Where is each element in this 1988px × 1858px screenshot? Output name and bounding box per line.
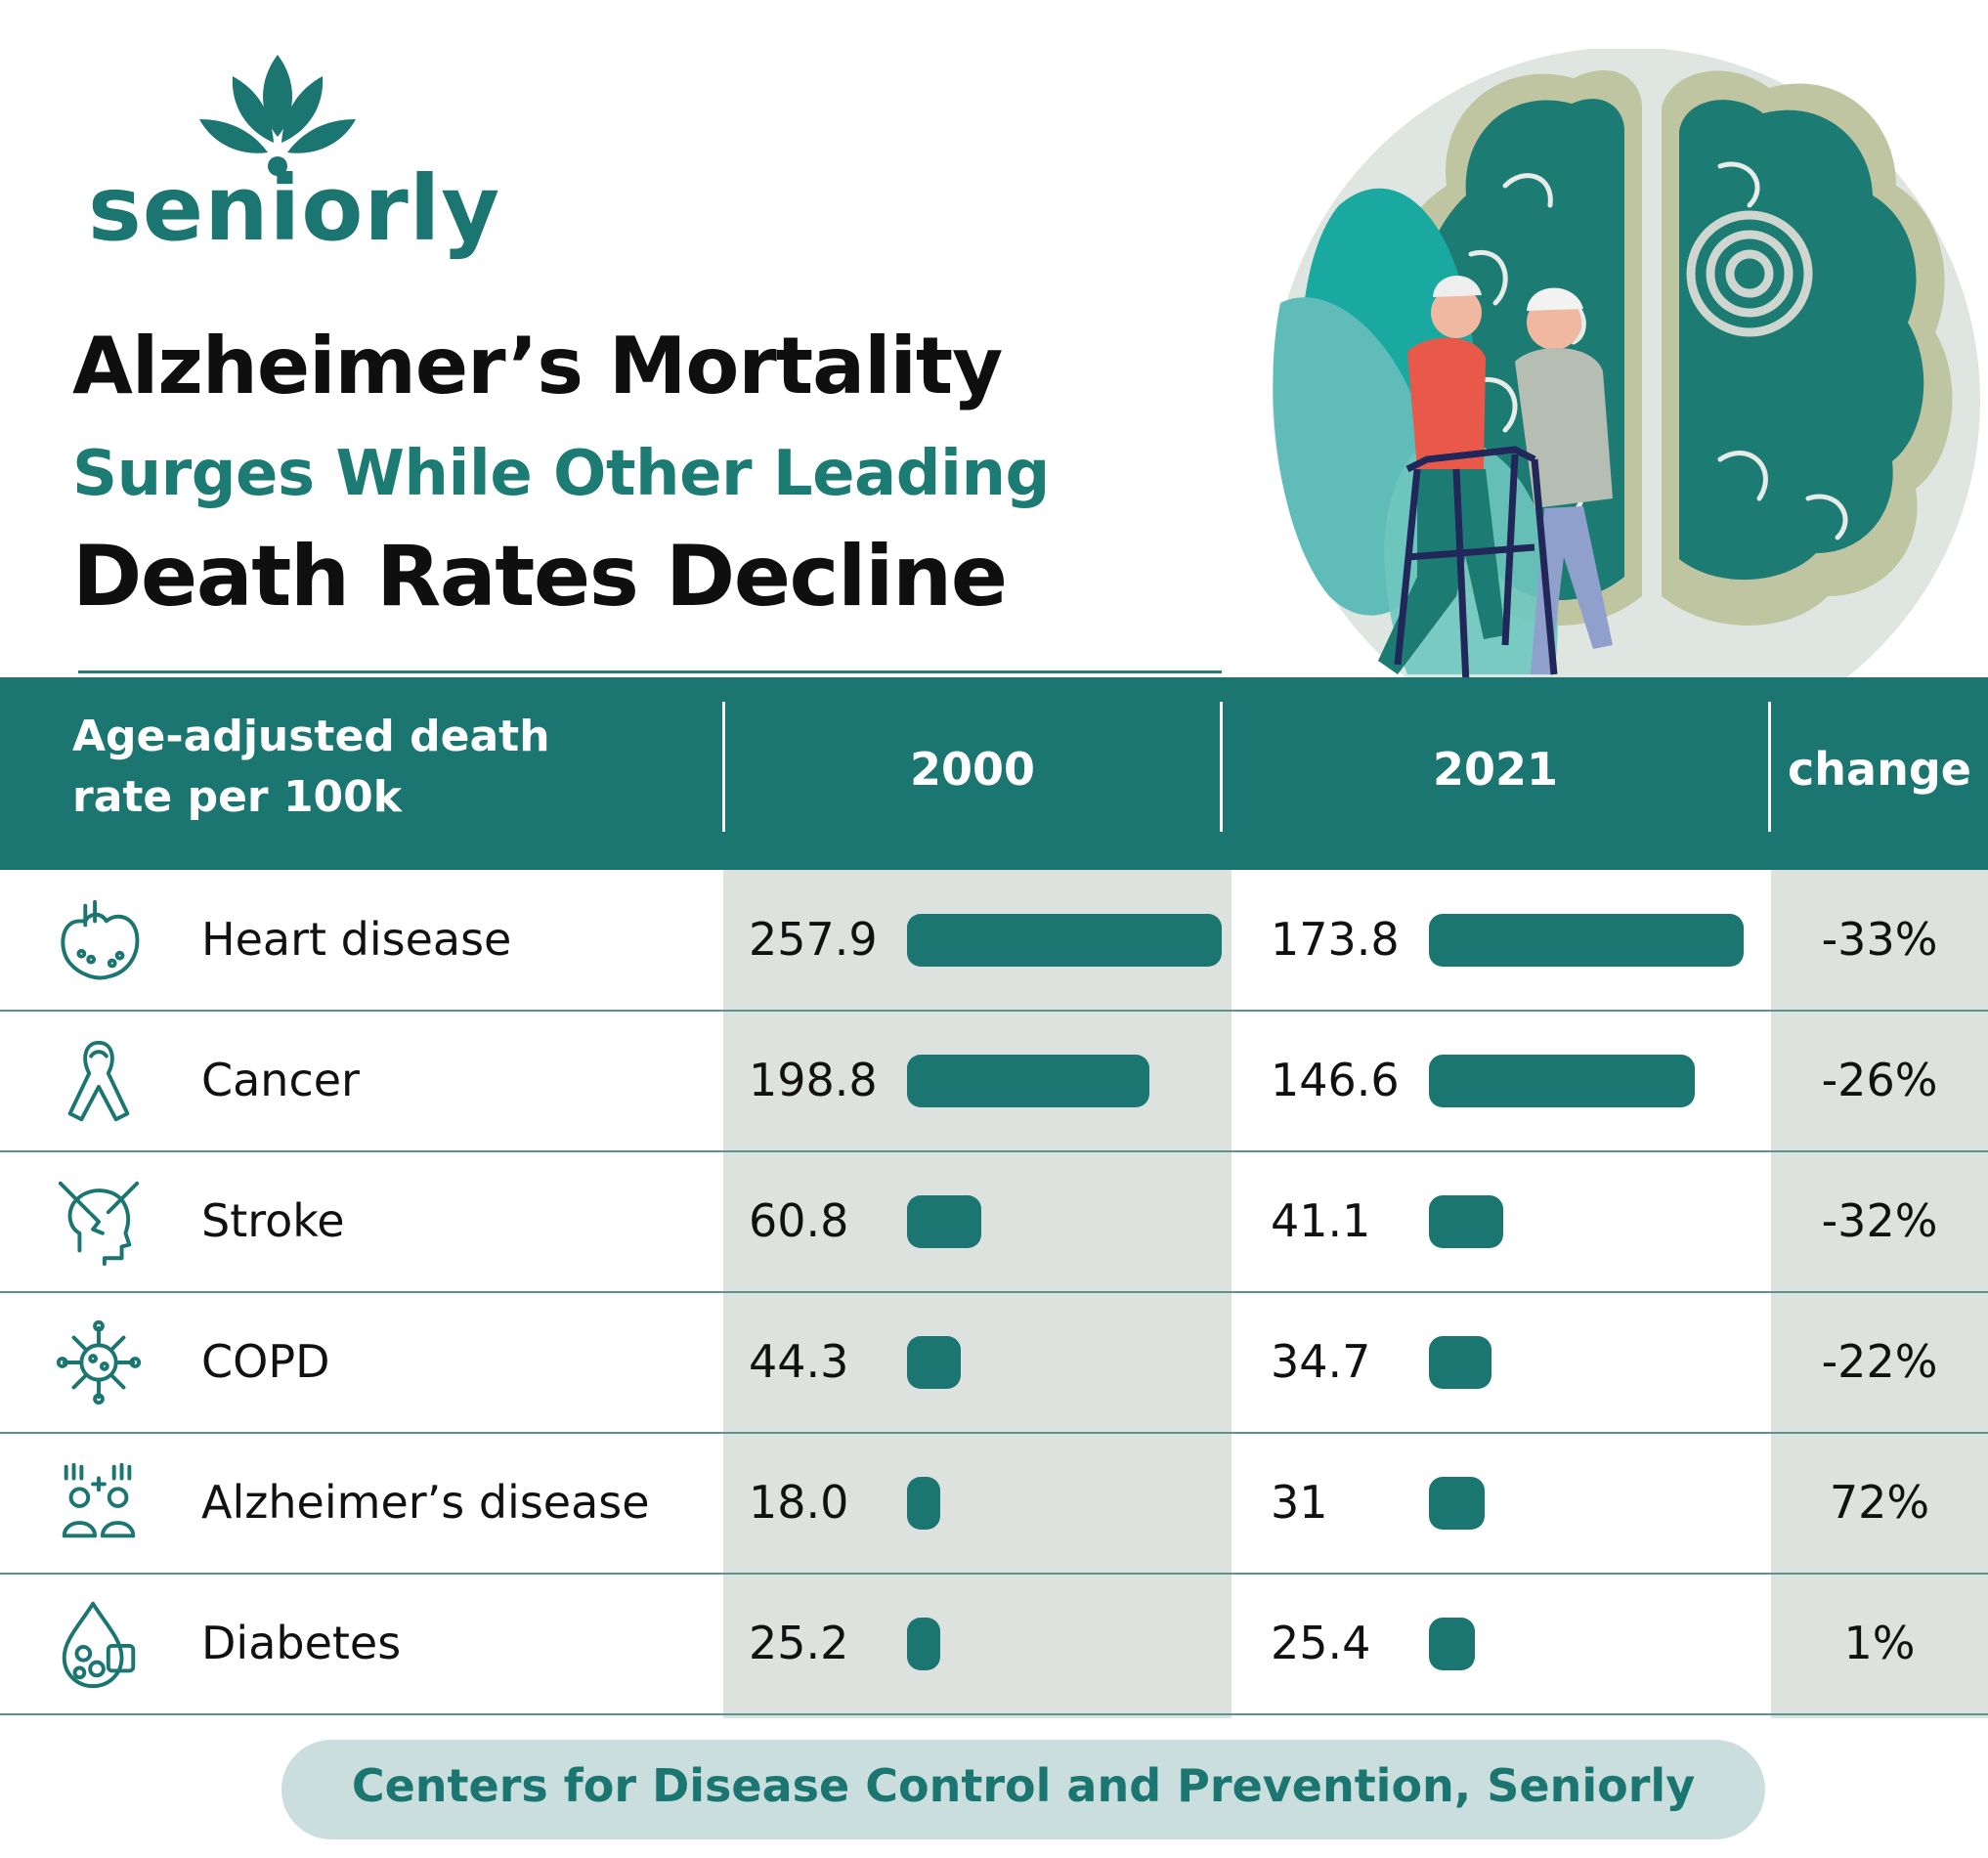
column-shade-change — [1771, 870, 1988, 1718]
header-year-2021: 2021 — [1432, 743, 1559, 796]
value-2000-label: 60.8 — [749, 1194, 849, 1247]
header-change: change — [1788, 743, 1971, 796]
bar-2021 — [1429, 1336, 1492, 1389]
virus-icon — [56, 1319, 142, 1405]
bar-2021 — [1429, 1055, 1695, 1107]
change-label: -32% — [1821, 1194, 1938, 1247]
row-divider — [0, 1150, 1988, 1152]
header-divider — [722, 702, 725, 832]
value-2021-label: 31 — [1271, 1476, 1328, 1529]
column-shade-2000 — [723, 870, 1232, 1718]
table-header-band — [0, 677, 1988, 870]
title-line-2: Surges While Other Leading — [72, 438, 1050, 510]
value-2021-label: 25.4 — [1271, 1617, 1371, 1669]
row-category-label: Diabetes — [201, 1617, 402, 1669]
change-label: 1% — [1843, 1617, 1916, 1669]
title-line-1: Alzheimer’s Mortality — [72, 321, 1003, 411]
people-icon — [62, 1462, 136, 1538]
source-text: Centers for Disease Control and Preventi… — [351, 1759, 1696, 1812]
value-2000-label: 198.8 — [749, 1054, 878, 1106]
bar-2000 — [907, 1477, 940, 1530]
row-category-label: Heart disease — [201, 913, 512, 966]
bar-2021 — [1429, 1195, 1504, 1248]
bar-2000 — [907, 1618, 940, 1670]
stroke-head-icon — [58, 1181, 140, 1267]
change-label: -26% — [1821, 1054, 1938, 1106]
change-label: 72% — [1829, 1476, 1930, 1529]
bar-2000 — [907, 1055, 1150, 1107]
value-2021-label: 41.1 — [1271, 1194, 1371, 1247]
change-label: -22% — [1821, 1335, 1938, 1388]
value-2021-label: 173.8 — [1271, 913, 1400, 966]
value-2000-label: 25.2 — [749, 1617, 849, 1669]
bar-2021 — [1429, 1477, 1486, 1530]
brain-illustration-icon — [1273, 49, 1980, 684]
value-2021-label: 34.7 — [1271, 1335, 1371, 1388]
row-divider — [0, 1432, 1988, 1434]
value-2000-label: 18.0 — [749, 1476, 849, 1529]
change-label: -33% — [1821, 913, 1938, 966]
bar-2021 — [1429, 914, 1744, 967]
row-category-label: Stroke — [201, 1194, 345, 1247]
title-divider — [78, 670, 1222, 673]
row-divider — [0, 1291, 1988, 1293]
header-metric-label-line-1: Age-adjusted death — [72, 712, 550, 761]
title-line-3: Death Rates Decline — [72, 528, 1008, 626]
row-divider — [0, 1713, 1988, 1715]
header-divider — [1768, 702, 1771, 832]
seniorly-logo-icon — [199, 55, 356, 176]
bar-2021 — [1429, 1618, 1476, 1670]
row-category-label: Cancer — [201, 1054, 360, 1106]
row-divider — [0, 1010, 1988, 1012]
header-metric-label-line-2: rate per 100k — [72, 772, 403, 822]
bar-2000 — [907, 1195, 981, 1248]
bar-2000 — [907, 1336, 962, 1389]
value-2000-label: 257.9 — [749, 913, 878, 966]
bar-2000 — [907, 914, 1222, 967]
row-category-label: COPD — [201, 1335, 330, 1388]
heart-icon — [61, 899, 140, 980]
ribbon-icon — [67, 1040, 130, 1122]
value-2021-label: 146.6 — [1271, 1054, 1400, 1106]
value-2000-label: 44.3 — [749, 1335, 849, 1388]
source-pill — [281, 1740, 1765, 1839]
header-year-2000: 2000 — [909, 743, 1036, 796]
seniorly-wordmark: seniorly — [88, 156, 501, 261]
row-category-label: Alzheimer’s disease — [201, 1476, 650, 1529]
row-divider — [0, 1573, 1988, 1575]
header-divider — [1220, 702, 1223, 832]
blood-drop-icon — [62, 1601, 136, 1689]
